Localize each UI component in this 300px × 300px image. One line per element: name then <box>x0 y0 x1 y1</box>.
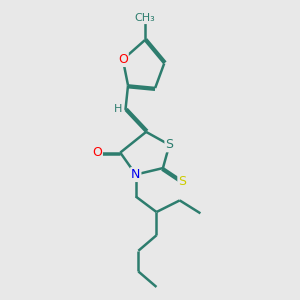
Text: S: S <box>165 138 173 151</box>
Text: O: O <box>92 146 102 159</box>
Text: H: H <box>114 103 122 114</box>
Text: S: S <box>178 175 186 188</box>
Text: O: O <box>118 53 128 66</box>
Text: N: N <box>131 168 140 181</box>
Text: CH₃: CH₃ <box>134 13 155 23</box>
